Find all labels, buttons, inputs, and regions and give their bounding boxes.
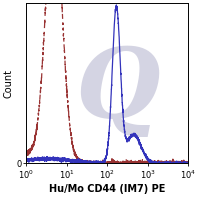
Y-axis label: Count: Count: [3, 69, 13, 98]
X-axis label: Hu/Mo CD44 (IM7) PE: Hu/Mo CD44 (IM7) PE: [49, 184, 166, 193]
Text: Q: Q: [75, 45, 160, 138]
